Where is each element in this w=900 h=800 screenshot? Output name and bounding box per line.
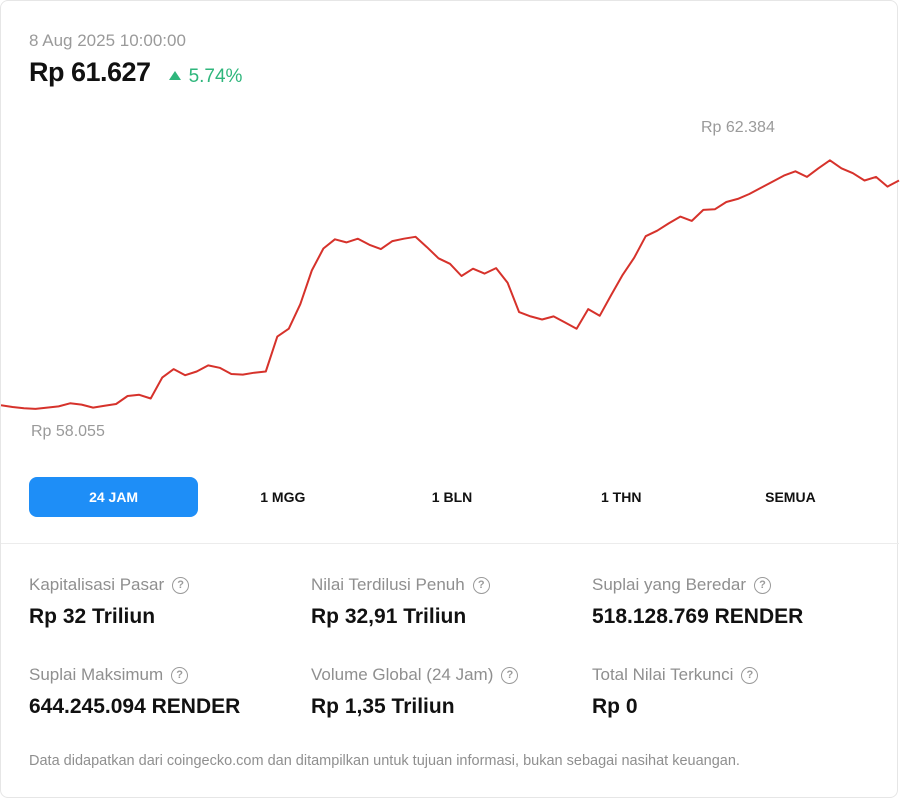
help-icon[interactable]: ?	[754, 576, 772, 594]
stat-value: Rp 32 Triliun	[29, 605, 156, 628]
stat-value: Rp 0	[592, 695, 638, 718]
price-series-line	[1, 159, 900, 410]
stat-market-cap: Kapitalisasi Pasar? Rp 32 Triliun	[29, 575, 299, 629]
help-icon[interactable]: ?	[171, 666, 189, 684]
timestamp: 8 Aug 2025 10:00:00	[29, 31, 186, 50]
stat-label: Volume Global (24 Jam)	[311, 665, 494, 684]
change-percent: 5.74%	[188, 65, 243, 87]
stat-max-supply: Suplai Maksimum? 644.245.094 RENDER	[29, 665, 299, 719]
tab-semua[interactable]: SEMUA	[765, 489, 816, 505]
stat-label: Total Nilai Terkunci	[592, 665, 734, 684]
tab-1-bln[interactable]: 1 BLN	[431, 489, 473, 505]
help-icon[interactable]: ?	[501, 666, 519, 684]
help-icon[interactable]: ?	[741, 666, 759, 684]
tab-1-thn[interactable]: 1 THN	[600, 489, 642, 505]
stat-label: Nilai Terdilusi Penuh	[311, 575, 465, 594]
price-row: Rp 61.627 5.74%	[29, 57, 242, 88]
stat-global-volume: Volume Global (24 Jam)? Rp 1,35 Triliun	[311, 665, 581, 719]
stat-value: Rp 1,35 Triliun	[311, 695, 455, 718]
chart-high-label: Rp 62.384	[701, 119, 775, 136]
triangle-up-icon	[168, 71, 181, 80]
current-price: Rp 61.627	[29, 57, 151, 87]
stat-label: Suplai Maksimum	[29, 665, 164, 684]
stat-value: 644.245.094 RENDER	[29, 695, 241, 718]
stat-circulating-supply: Suplai yang Beredar? 518.128.769 RENDER	[592, 575, 862, 629]
tab-1-mgg[interactable]: 1 MGG	[260, 489, 306, 505]
stat-label: Kapitalisasi Pasar	[29, 575, 165, 594]
help-icon[interactable]: ?	[472, 576, 490, 594]
stat-fully-diluted: Nilai Terdilusi Penuh? Rp 32,91 Triliun	[311, 575, 581, 629]
time-range-tabs: 24 JAM 1 MGG 1 BLN 1 THN SEMUA	[29, 477, 875, 517]
price-line-chart[interactable]	[1, 101, 900, 461]
stat-value: 518.128.769 RENDER	[592, 605, 804, 628]
tab-24-jam[interactable]: 24 JAM	[29, 477, 199, 517]
stat-value: Rp 32,91 Triliun	[311, 605, 467, 628]
divider	[1, 543, 899, 544]
price-change: 5.74%	[168, 65, 243, 88]
stat-total-value-locked: Total Nilai Terkunci? Rp 0	[592, 665, 862, 719]
chart-low-label: Rp 58.055	[31, 423, 105, 440]
disclaimer: Data didapatkan dari coingecko.com dan d…	[29, 753, 740, 769]
help-icon[interactable]: ?	[172, 576, 190, 594]
stat-label: Suplai yang Beredar	[592, 575, 747, 594]
